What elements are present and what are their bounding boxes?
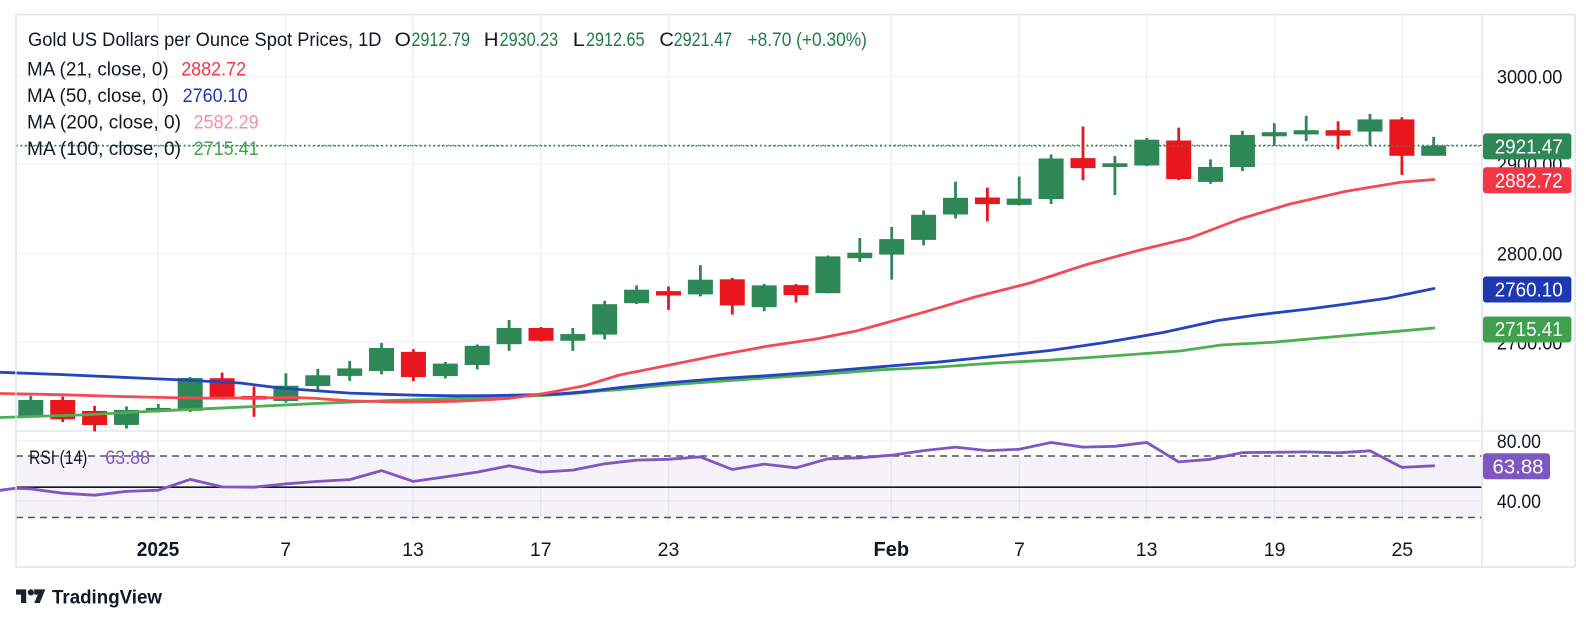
svg-text:MA (100, close, 0): MA (100, close, 0) [27, 138, 181, 160]
svg-text:13: 13 [402, 539, 424, 561]
svg-text:2760.10: 2760.10 [183, 85, 248, 107]
svg-text:13: 13 [1136, 539, 1158, 561]
svg-text:2921.47: 2921.47 [674, 29, 733, 51]
svg-text:2921.47: 2921.47 [1495, 137, 1563, 159]
svg-text:17: 17 [530, 539, 552, 561]
svg-text:Feb: Feb [874, 539, 910, 561]
svg-text:63.88: 63.88 [1493, 456, 1544, 478]
svg-text:+8.70 (+0.30%): +8.70 (+0.30%) [748, 29, 867, 51]
svg-text:2882.72: 2882.72 [1495, 171, 1563, 193]
svg-text:25: 25 [1391, 539, 1413, 561]
svg-text:MA (21, close, 0): MA (21, close, 0) [27, 58, 169, 80]
svg-text:2882.72: 2882.72 [181, 58, 246, 80]
svg-text:L: L [573, 29, 585, 51]
svg-text:2025: 2025 [137, 539, 180, 561]
svg-text:40.00: 40.00 [1497, 492, 1541, 513]
svg-text:3000.00: 3000.00 [1497, 68, 1563, 89]
svg-text:63.88: 63.88 [105, 447, 150, 469]
svg-text:2760.10: 2760.10 [1495, 280, 1563, 302]
svg-text:MA (200, close, 0): MA (200, close, 0) [27, 112, 181, 134]
svg-text:Gold US Dollars per Ounce Spot: Gold US Dollars per Ounce Spot Prices, 1… [28, 29, 382, 51]
svg-text:2715.41: 2715.41 [194, 138, 259, 160]
svg-text:23: 23 [658, 539, 680, 561]
svg-text:2582.29: 2582.29 [194, 112, 259, 134]
svg-text:H: H [484, 29, 499, 51]
svg-text:7: 7 [1014, 539, 1025, 561]
svg-text:7: 7 [280, 539, 291, 561]
svg-text:RSI (14): RSI (14) [29, 447, 87, 469]
svg-text:TradingView: TradingView [52, 587, 163, 609]
svg-text:C: C [659, 29, 674, 51]
svg-text:19: 19 [1264, 539, 1286, 561]
svg-text:MA (50, close, 0): MA (50, close, 0) [27, 85, 169, 107]
svg-text:2912.79: 2912.79 [411, 29, 470, 51]
svg-text:2912.65: 2912.65 [586, 29, 645, 51]
svg-text:2800.00: 2800.00 [1497, 245, 1563, 266]
svg-text:O: O [395, 29, 411, 51]
svg-text:2715.41: 2715.41 [1495, 319, 1563, 341]
svg-text:80.00: 80.00 [1497, 432, 1541, 453]
svg-text:2930.23: 2930.23 [500, 29, 559, 51]
